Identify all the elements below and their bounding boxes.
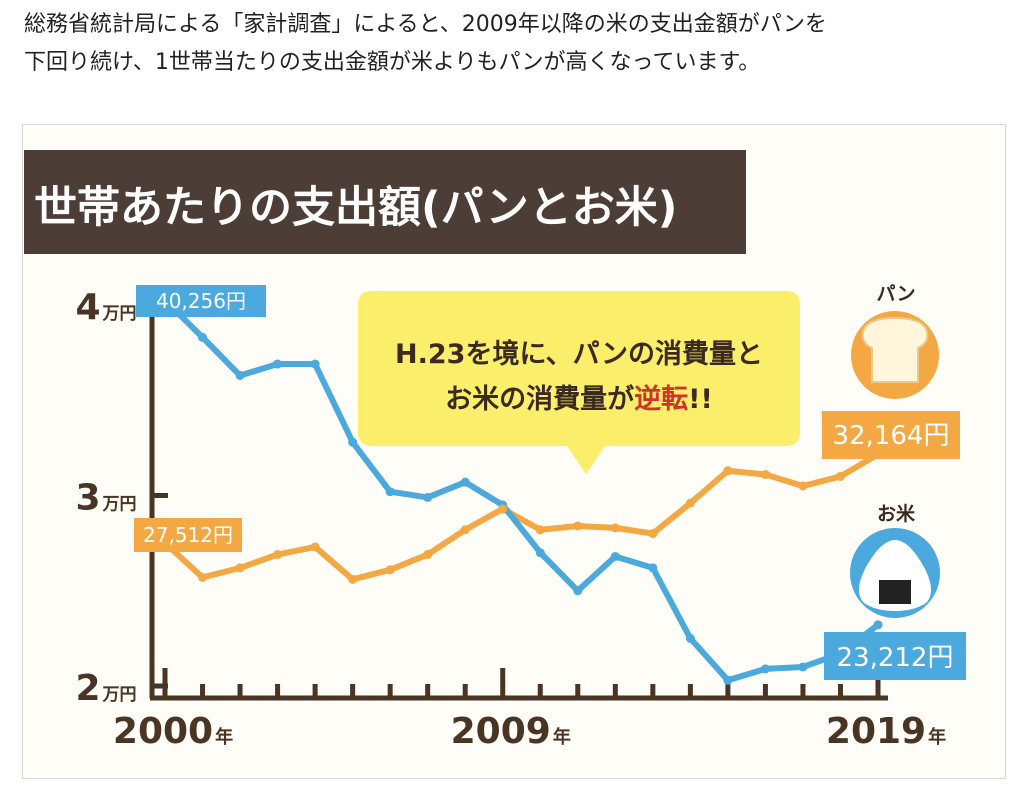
rice-point xyxy=(348,437,358,447)
y-tick-label: 4 万円 xyxy=(75,287,136,328)
bread-point xyxy=(460,525,470,535)
bread-point xyxy=(685,498,695,508)
bread-point xyxy=(385,565,395,575)
y-ticks: 4 万円 3 万円 2 万円 xyxy=(75,287,168,709)
bread-series-line xyxy=(162,451,880,583)
rice-point xyxy=(685,633,695,643)
rice-legend-label: お米 xyxy=(877,502,916,525)
rice-series-line xyxy=(162,297,880,684)
callout-bubble: H.23を境に、パンの消費量と お米の消費量が逆転!! xyxy=(358,291,800,474)
rice-point xyxy=(310,359,320,369)
bread-point xyxy=(648,529,658,539)
rice-end-label: 23,212円 xyxy=(824,632,966,680)
bread-point xyxy=(198,572,208,582)
bread-point xyxy=(760,470,770,480)
svg-text:32,164円: 32,164円 xyxy=(833,421,950,451)
rice-point xyxy=(648,563,658,573)
article-line-2: 下回り続け、1世帯当たりの支出金額が米よりもパンが高くなっています。 xyxy=(24,50,761,75)
rice-point xyxy=(235,370,245,380)
y-tick-label: 2 万円 xyxy=(75,668,136,709)
bread-point xyxy=(723,466,733,476)
bread-point xyxy=(573,521,583,531)
bread-start-label: 27,512円 xyxy=(134,518,242,552)
rice-point xyxy=(460,477,470,487)
bread-point xyxy=(798,481,808,491)
rice-point xyxy=(573,586,583,596)
y-tick-label: 3 万円 xyxy=(75,478,136,519)
bread-point xyxy=(498,504,508,514)
article-text: 総務省統計局による「家計調査」によると、2009年以降の米の支出金額がパンを 下… xyxy=(24,6,1004,82)
bread-point xyxy=(835,471,845,481)
rice-point xyxy=(723,675,733,685)
bread-point xyxy=(273,550,283,560)
rice-point xyxy=(610,551,620,561)
bread-point xyxy=(423,550,433,560)
article-line-1: 総務省統計局による「家計調査」によると、2009年以降の米の支出金額がパンを xyxy=(24,12,827,37)
bread-point xyxy=(610,523,620,533)
bread-point xyxy=(348,574,358,584)
bread-point xyxy=(310,542,320,552)
x-tick-label: 2019 年 xyxy=(826,711,946,752)
x-tick-label: 2009 年 xyxy=(451,711,571,752)
callout-line-1: H.23を境に、パンの消費量と xyxy=(395,339,763,370)
rice-point xyxy=(385,487,395,497)
bread-legend-label: パン xyxy=(877,283,916,305)
title-bar xyxy=(24,150,746,254)
rice-point xyxy=(198,332,208,342)
rice-point xyxy=(273,359,283,369)
x-tick-label: 2000 年 xyxy=(113,711,233,752)
rice-point xyxy=(423,492,433,502)
svg-text:23,212円: 23,212円 xyxy=(837,643,954,673)
bread-point xyxy=(235,563,245,573)
rice-ball-icon xyxy=(850,528,940,618)
rice-point xyxy=(760,664,770,674)
svg-text:27,512円: 27,512円 xyxy=(143,523,233,547)
chart-title: 世帯あたりの支出額(パンとお米) xyxy=(34,183,677,233)
x-ticks: 2000 年 2009 年 2019 年 xyxy=(113,668,946,752)
rice-point xyxy=(873,620,883,630)
rice-point xyxy=(535,548,545,558)
bread-icon xyxy=(851,311,939,399)
svg-text:40,256円: 40,256円 xyxy=(156,289,246,313)
bread-point xyxy=(535,525,545,535)
rice-start-label: 40,256円 xyxy=(136,285,266,317)
callout-text-a: お米の消費量が xyxy=(445,383,634,415)
callout-reversal: 逆転 xyxy=(634,383,688,415)
callout-text-c: !! xyxy=(688,384,713,415)
bread-end-label: 32,164円 xyxy=(822,411,960,459)
callout-line-2: お米の消費量が逆転!! xyxy=(445,383,713,415)
rice-point xyxy=(798,662,808,672)
